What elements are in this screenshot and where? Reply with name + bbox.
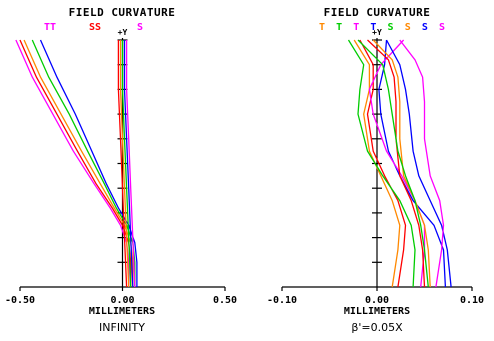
series-line-5: [368, 39, 426, 288]
series-line-6: [117, 40, 128, 288]
legend-label: T: [336, 22, 342, 33]
x-tick-labels: -0.10 0.00 0.10: [267, 295, 484, 306]
legend-label: SS: [89, 22, 101, 33]
x-tick-labels: -0.50 0.00 0.50: [5, 295, 237, 306]
y-axis-label: +Y: [118, 28, 128, 37]
chart-caption: β'=0.05X: [351, 321, 403, 334]
curves: [347, 39, 452, 288]
series-line-2: [23, 39, 134, 287]
x-tick-label: -0.50: [5, 295, 35, 306]
x-tick-label: -0.10: [267, 295, 297, 306]
series-line-5: [15, 39, 130, 287]
series-line-6: [367, 39, 426, 288]
legend-label: T: [319, 22, 325, 33]
x-axis-label: MILLIMETERS: [344, 306, 410, 317]
x-tick-label: 0.00: [110, 295, 134, 306]
axes: +Y: [281, 28, 473, 291]
x-tick-label: 0.10: [460, 295, 484, 306]
curves: [15, 39, 138, 288]
legend-label: S: [137, 22, 143, 33]
series-line-10: [125, 40, 136, 288]
chart-title: FIELD CURVATURE: [69, 6, 176, 19]
legend: TT SS S: [44, 22, 143, 33]
chart-title: FIELD CURVATURE: [324, 6, 431, 19]
legend-label: T: [370, 22, 376, 33]
legend-label: S: [422, 22, 428, 33]
series-line-9: [123, 40, 134, 288]
series-line-7: [119, 40, 130, 288]
series-line-4: [378, 39, 447, 288]
series-line-10: [399, 39, 445, 288]
x-axis-label: MILLIMETERS: [89, 306, 155, 317]
series-line-9: [385, 39, 452, 288]
chart-caption: INFINITY: [99, 321, 145, 334]
x-tick-label: 0.00: [365, 295, 389, 306]
legend-label: TT: [44, 22, 56, 33]
chart-panel-infinity: FIELD CURVATURE TT SS S +Y -0.50 0.00 0.50 M…: [5, 6, 237, 334]
series-line-1: [359, 39, 407, 288]
legend-label: S: [439, 22, 445, 33]
series-line-8: [121, 40, 132, 288]
legend-label: S: [388, 22, 394, 33]
series-line-7: [372, 39, 431, 288]
x-tick-label: 0.50: [213, 295, 237, 306]
field-curvature-chart-infinity: FIELD CURVATURE TT SS S +Y -0.50 0.00 0.50 M…: [5, 6, 237, 334]
y-axis-label: +Y: [372, 28, 382, 37]
legend-label: S: [405, 22, 411, 33]
series-line-4: [39, 39, 138, 287]
legend-label: T: [353, 22, 359, 33]
series-line-8: [357, 39, 429, 288]
series-line-3: [347, 39, 416, 288]
series-line-1: [19, 39, 132, 287]
